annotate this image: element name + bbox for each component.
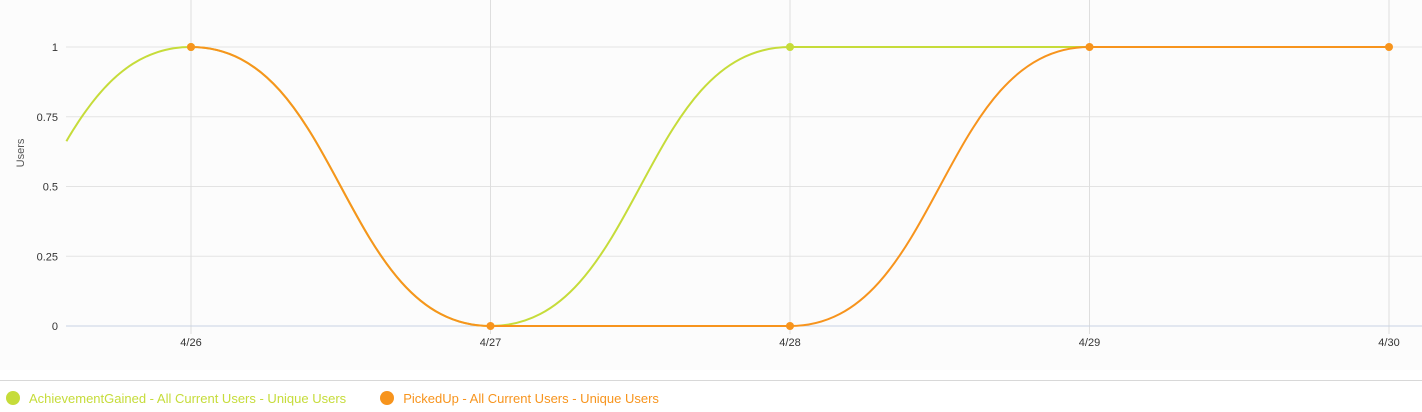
axes: 0 0.25 0.5 0.75 1 4/26 4/27 4/28 4/29 4/30 (37, 42, 1422, 349)
legend-swatch-picked-up (380, 391, 395, 405)
y-tick-label: 0.25 (37, 251, 58, 263)
data-point-picked-up[interactable] (1385, 43, 1393, 51)
x-tick-label: 4/28 (779, 337, 800, 349)
series-markers (187, 43, 1393, 330)
chart-legend: AchievementGained - All Current Users - … (6, 388, 693, 408)
data-point-picked-up[interactable] (486, 322, 495, 330)
legend-item-achievement-gained[interactable]: AchievementGained - All Current Users - … (6, 391, 346, 406)
x-tick-label: 4/30 (1378, 337, 1399, 349)
legend-label-achievement-gained: AchievementGained - All Current Users - … (29, 390, 347, 406)
y-axis-title: Users (15, 138, 27, 167)
y-tick-label: 0 (52, 321, 58, 333)
data-point-picked-up[interactable] (1085, 43, 1094, 51)
legend-divider (0, 380, 1422, 381)
y-tick-label: 1 (52, 42, 58, 54)
y-tick-label: 0.75 (37, 112, 58, 124)
legend-swatch-achievement-gained (6, 391, 20, 405)
legend-label-picked-up: PickedUp - All Current Users - Unique Us… (403, 390, 659, 406)
data-point-achievement-gained[interactable] (786, 43, 794, 51)
legend-item-picked-up[interactable]: PickedUp - All Current Users - Unique Us… (380, 391, 659, 406)
data-point-picked-up[interactable] (187, 43, 195, 51)
plot-background (0, 0, 1422, 370)
y-tick-label: 0.5 (43, 182, 58, 194)
x-tick-label: 4/29 (1079, 337, 1100, 349)
line-chart: 0 0.25 0.5 0.75 1 4/26 4/27 4/28 4/29 4/30 Users (0, 0, 1422, 370)
x-tick-label: 4/27 (480, 337, 501, 349)
data-point-picked-up[interactable] (786, 322, 794, 330)
x-tick-label: 4/26 (180, 337, 201, 349)
